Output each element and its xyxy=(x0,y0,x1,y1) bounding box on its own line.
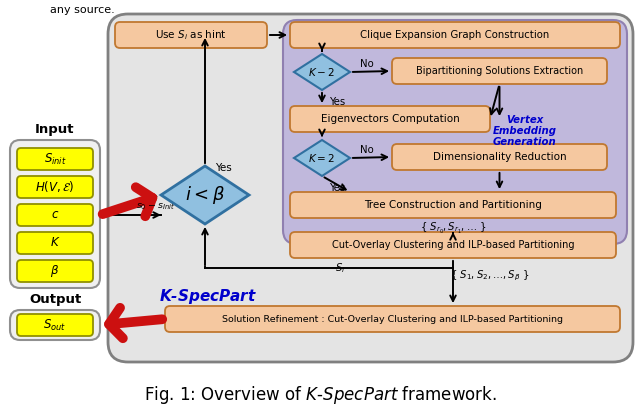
Polygon shape xyxy=(294,54,350,90)
FancyBboxPatch shape xyxy=(17,148,93,170)
Text: $\{\ S_1, S_2, \ldots, S_\beta\ \}$: $\{\ S_1, S_2, \ldots, S_\beta\ \}$ xyxy=(450,269,530,283)
FancyBboxPatch shape xyxy=(17,204,93,226)
FancyBboxPatch shape xyxy=(108,14,633,362)
Text: $S_l$: $S_l$ xyxy=(335,261,345,275)
Text: Bipartitioning Solutions Extraction: Bipartitioning Solutions Extraction xyxy=(416,66,583,76)
Text: $K=2$: $K=2$ xyxy=(308,152,335,164)
FancyBboxPatch shape xyxy=(165,306,620,332)
Text: Embedding: Embedding xyxy=(493,126,557,136)
Text: Vertex: Vertex xyxy=(506,115,543,125)
Text: Cut-Overlay Clustering and ILP-based Partitioning: Cut-Overlay Clustering and ILP-based Par… xyxy=(332,240,574,250)
FancyBboxPatch shape xyxy=(17,176,93,198)
FancyBboxPatch shape xyxy=(17,260,93,282)
Text: Input: Input xyxy=(35,123,75,137)
Text: Yes: Yes xyxy=(330,97,346,107)
Text: $K-2$: $K-2$ xyxy=(308,66,335,78)
Text: $s_0 - s_{Init}$: $s_0 - s_{Init}$ xyxy=(136,202,175,212)
Text: Fig. 1: Overview of $K$-$\it{SpecPart}$ framework.: Fig. 1: Overview of $K$-$\it{SpecPart}$ … xyxy=(143,384,497,406)
FancyBboxPatch shape xyxy=(17,314,93,336)
Text: $\{\ S_{r_0}, S_{r_1}, \ldots\ \}$: $\{\ S_{r_0}, S_{r_1}, \ldots\ \}$ xyxy=(420,221,486,235)
Text: Solution Refinement : Cut-Overlay Clustering and ILP-based Partitioning: Solution Refinement : Cut-Overlay Cluste… xyxy=(222,315,563,323)
Text: $H(V,\mathcal{E})$: $H(V,\mathcal{E})$ xyxy=(35,180,75,195)
FancyBboxPatch shape xyxy=(10,140,100,288)
FancyBboxPatch shape xyxy=(17,232,93,254)
Text: Eigenvectors Computation: Eigenvectors Computation xyxy=(321,114,460,124)
Text: Output: Output xyxy=(29,294,81,306)
Text: any source.: any source. xyxy=(50,5,115,15)
FancyBboxPatch shape xyxy=(392,58,607,84)
Text: $\bfit{K}$-$\bfit{SpecPart}$: $\bfit{K}$-$\bfit{SpecPart}$ xyxy=(159,287,257,306)
Text: Yes: Yes xyxy=(215,163,232,173)
Polygon shape xyxy=(161,166,249,224)
Text: $\beta$: $\beta$ xyxy=(51,263,60,279)
Text: $S_{init}$: $S_{init}$ xyxy=(44,152,67,166)
Text: Generation: Generation xyxy=(493,137,557,147)
Text: Yes: Yes xyxy=(330,183,346,193)
Text: No: No xyxy=(360,145,374,155)
FancyBboxPatch shape xyxy=(115,22,267,48)
Text: $i < \beta$: $i < \beta$ xyxy=(185,184,225,206)
FancyBboxPatch shape xyxy=(290,22,620,48)
Text: Clique Expansion Graph Construction: Clique Expansion Graph Construction xyxy=(360,30,550,40)
Text: Tree Construction and Partitioning: Tree Construction and Partitioning xyxy=(364,200,542,210)
FancyBboxPatch shape xyxy=(290,106,490,132)
Text: Dimensionality Reduction: Dimensionality Reduction xyxy=(433,152,566,162)
Text: $S_{out}$: $S_{out}$ xyxy=(44,318,67,332)
FancyBboxPatch shape xyxy=(290,232,616,258)
Text: No: No xyxy=(360,59,374,69)
FancyBboxPatch shape xyxy=(392,144,607,170)
FancyBboxPatch shape xyxy=(10,310,100,340)
Polygon shape xyxy=(294,140,350,176)
Text: $K$: $K$ xyxy=(50,237,60,249)
Text: Use $S_i$ as hint: Use $S_i$ as hint xyxy=(155,28,227,42)
FancyBboxPatch shape xyxy=(290,192,616,218)
Text: $c$: $c$ xyxy=(51,209,59,221)
FancyBboxPatch shape xyxy=(283,20,627,244)
